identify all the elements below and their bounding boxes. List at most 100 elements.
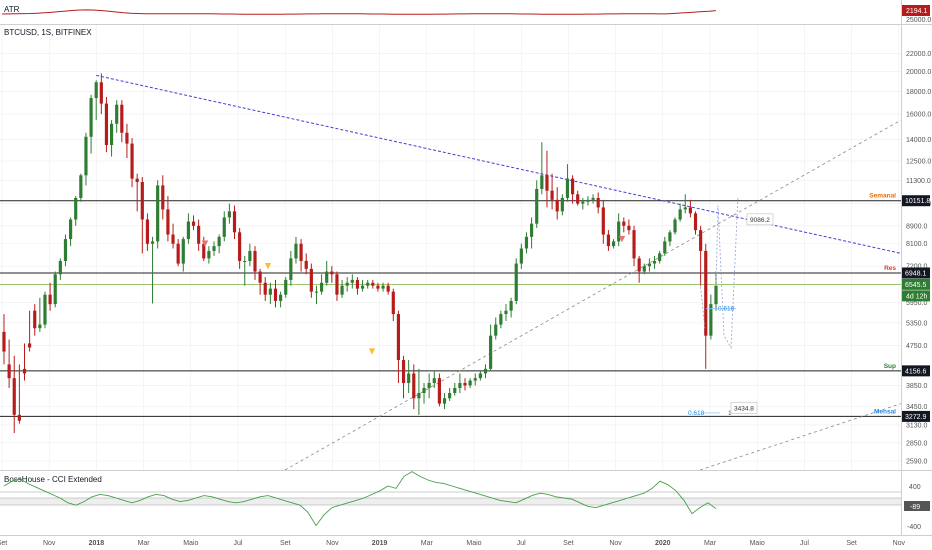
ascending-channel-line	[284, 119, 902, 471]
candle-body	[668, 232, 672, 242]
signal-markers	[201, 235, 626, 355]
candle-body	[381, 285, 385, 289]
price-axis-tick: 22000.0	[906, 51, 931, 58]
candle-body	[161, 185, 165, 210]
price-pane: BTCUSD, 1S, BITFINEX Semanal Res Sup Mensal…	[0, 25, 902, 471]
candle-body	[109, 123, 114, 146]
candle-body	[79, 175, 83, 198]
candle-body	[140, 181, 144, 220]
candle-body	[709, 304, 713, 336]
level-name: Mensal	[874, 408, 896, 415]
candle-body	[688, 207, 692, 214]
atr-axis-tick: 25000.0	[906, 17, 931, 24]
atr-value-badge-bg	[902, 5, 930, 16]
atr-line	[1, 9, 717, 15]
level-badge: 4156.6	[905, 368, 927, 375]
candle-body	[463, 383, 467, 386]
price-axis-tick: 4750.0	[906, 343, 928, 350]
candle-body	[48, 294, 52, 305]
price-axis-tick: 14000.0	[906, 137, 931, 144]
candle-body	[417, 393, 421, 399]
time-axis[interactable]: Set Nov 2018 Mar Maio Jul Set Nov 2019 Mar Maio Jul…	[0, 540, 906, 547]
level-badge-bg	[902, 195, 930, 207]
level-badge: 6545.5	[905, 282, 927, 289]
signal-marker	[264, 262, 272, 270]
candle-body	[473, 378, 477, 381]
lower-channel-line	[699, 403, 902, 471]
candle-body	[289, 258, 293, 280]
candle-body	[699, 230, 703, 251]
candle-body	[104, 103, 109, 146]
candle-body	[637, 258, 641, 272]
atr-pane-label: ATR	[4, 5, 20, 14]
candle-body	[299, 243, 303, 261]
projection-line	[715, 196, 739, 350]
candle-body	[396, 314, 401, 361]
candle-body	[540, 175, 544, 189]
candle-body	[319, 282, 324, 292]
level-badge-bg	[902, 278, 930, 290]
candle-body	[483, 368, 488, 374]
cci-line	[3, 471, 717, 527]
candle-body	[442, 398, 447, 404]
candle-body	[176, 243, 180, 264]
candle-body	[130, 143, 134, 179]
candle-body	[125, 132, 129, 144]
candle-body	[606, 234, 611, 247]
candle-body	[340, 285, 344, 295]
candle-body	[330, 271, 334, 275]
price-axis-tick: 2590.0	[906, 459, 928, 466]
candle-body	[22, 368, 27, 374]
candle-body	[535, 188, 539, 224]
candle-body	[586, 199, 590, 202]
cci-zone	[0, 498, 901, 505]
candle-body	[581, 201, 585, 204]
level-badge-bg	[902, 267, 930, 279]
candle-body	[437, 378, 441, 404]
candle-body	[74, 197, 78, 220]
candle-body	[565, 178, 570, 198]
candle-body	[135, 178, 139, 182]
signal-marker	[618, 235, 626, 243]
candle-body	[596, 197, 600, 208]
candle-body	[504, 310, 508, 315]
candle-body	[232, 211, 237, 233]
candle-body	[12, 378, 16, 415]
candle-body	[366, 282, 370, 286]
time-axis-tick: Maio	[466, 540, 481, 547]
candle-body	[611, 241, 616, 247]
time-axis-tick: Set	[280, 540, 291, 547]
candle-body	[555, 199, 559, 212]
candle-body	[545, 175, 549, 191]
candle-body	[58, 260, 62, 275]
level-sub-badge: 4d 12h	[906, 293, 928, 300]
candle-body	[673, 219, 677, 233]
candle-body	[519, 248, 523, 264]
candle-body	[524, 236, 529, 249]
candle-body	[422, 387, 426, 394]
candle-body	[601, 207, 605, 235]
candle-body	[647, 263, 651, 267]
candle-body	[427, 383, 431, 388]
price-axis-tick: 8900.0	[906, 223, 928, 230]
candle-body	[94, 82, 98, 99]
candle-body	[494, 324, 498, 336]
candle-body	[350, 279, 354, 283]
level-name: Res	[884, 265, 896, 272]
price-axis-tick: 5350.0	[906, 320, 928, 327]
candle-body	[207, 250, 211, 259]
time-axis-tick: 2018	[89, 540, 105, 547]
signal-marker	[201, 240, 209, 247]
candle-body	[227, 211, 231, 218]
cci-axis-tick-top: 400	[909, 484, 921, 491]
candle-body	[304, 260, 308, 269]
level-badge: 3272.9	[905, 414, 927, 421]
candle-body	[191, 221, 196, 226]
candles	[2, 73, 718, 433]
candle-body	[217, 236, 221, 247]
time-axis-tick: Nov	[609, 540, 622, 547]
candle-body	[468, 380, 472, 386]
candle-body	[2, 331, 6, 352]
price-axis[interactable]: 22000.0 20000.0 18000.0 16000.0 14000.0 12500…	[906, 51, 931, 466]
